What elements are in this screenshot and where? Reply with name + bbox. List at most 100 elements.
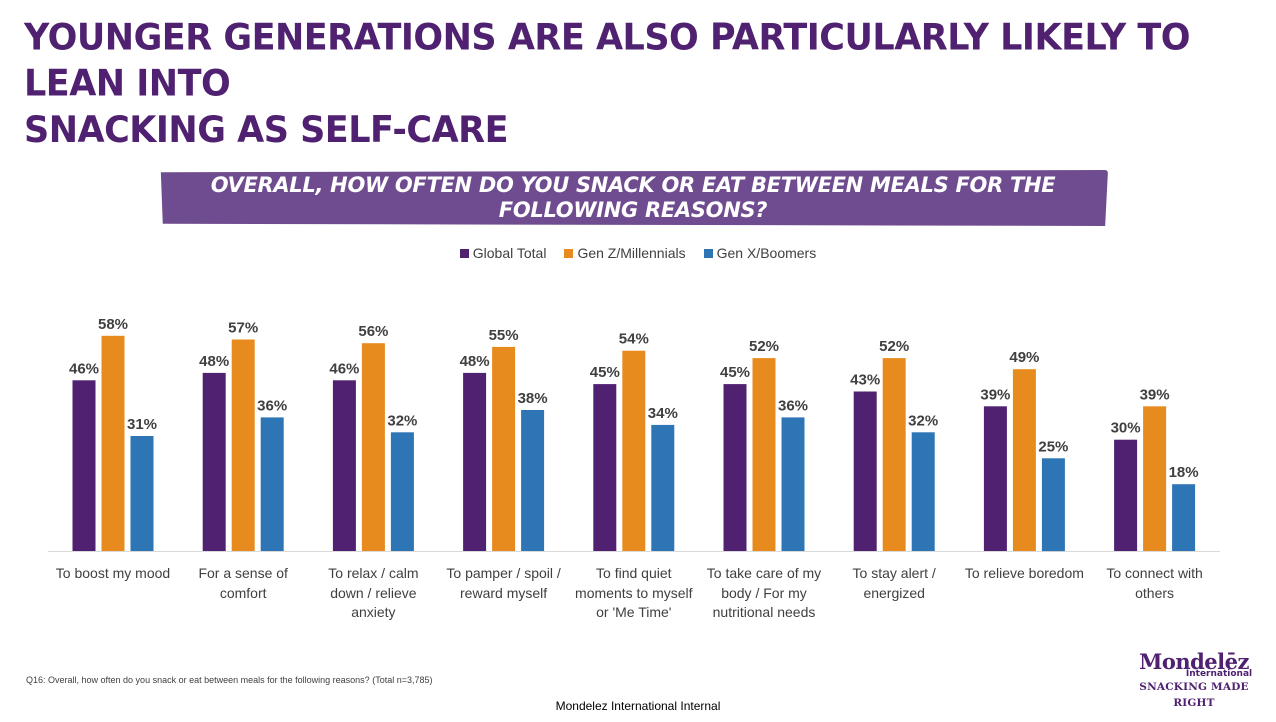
bar-gen-x-boomers-6 xyxy=(781,417,805,551)
title-line-1: YOUNGER GENERATIONS ARE ALSO PARTICULARL… xyxy=(24,16,1191,105)
category-label-line: To take care of my xyxy=(706,565,822,581)
bar-gen-x-boomers-7 xyxy=(911,432,935,551)
title-line-2: SNACKING AS SELF-CARE xyxy=(24,109,509,152)
bar-gen-z-millennials-6 xyxy=(752,358,776,551)
category-label-4: To pamper / spoil / reward myself xyxy=(439,564,569,603)
bar-global-total-1 xyxy=(72,380,96,551)
bar-gen-x-boomers-1 xyxy=(130,436,154,551)
data-label-gen-x-boomers-6: 36% xyxy=(778,397,808,414)
bar-gen-z-millennials-9 xyxy=(1143,406,1167,551)
logo-sub: International xyxy=(1185,669,1253,679)
legend-swatch-genz-millennials xyxy=(564,248,574,258)
data-label-gen-z-millennials-7: 52% xyxy=(879,338,909,355)
data-label-global-total-2: 48% xyxy=(199,353,229,370)
category-label-line: or 'Me Time' xyxy=(596,604,672,620)
data-label-gen-x-boomers-4: 38% xyxy=(518,390,548,407)
legend-item-global-total: Global Total xyxy=(459,245,547,261)
category-label-line: To boost my mood xyxy=(55,565,171,581)
bar-chart: 46% 58% 31% 48% 57% 36% 46% 56% 32% 48% 55% 38% 45% 5… xyxy=(48,316,1220,552)
data-label-gen-z-millennials-9: 39% xyxy=(1140,386,1170,403)
data-label-global-total-5: 45% xyxy=(590,364,620,381)
bar-global-total-4 xyxy=(463,372,487,551)
category-label-line: For a sense of xyxy=(198,565,288,581)
legend-item-genz-millennials: Gen Z/Millennials xyxy=(564,245,686,261)
category-label-line: energized xyxy=(863,584,925,601)
bar-global-total-8 xyxy=(983,406,1007,551)
chart-title: OVERALL, HOW OFTEN DO YOU SNACK OR EAT B… xyxy=(210,173,1056,222)
data-label-gen-z-millennials-5: 54% xyxy=(619,331,649,348)
data-label-gen-x-boomers-9: 18% xyxy=(1169,464,1199,481)
data-label-gen-x-boomers-7: 32% xyxy=(908,412,938,429)
category-label-1: To boost my mood xyxy=(48,564,178,584)
data-label-gen-x-boomers-3: 32% xyxy=(387,412,417,429)
bar-global-total-2 xyxy=(202,372,226,551)
classification-label: Mondelez International Internal xyxy=(555,699,721,713)
category-label-line: To pamper / spoil / xyxy=(446,565,561,581)
logo-name: Mondelēz xyxy=(1139,649,1249,674)
category-label-5: To find quiet moments to myself or 'Me Tim… xyxy=(569,564,699,623)
bar-global-total-9 xyxy=(1114,439,1138,551)
data-label-gen-z-millennials-1: 58% xyxy=(98,316,128,333)
data-label-global-total-6: 45% xyxy=(720,364,750,381)
category-label-7: To stay alert / energized xyxy=(829,564,959,603)
category-label-line: down / relieve xyxy=(330,584,417,601)
data-label-gen-z-millennials-3: 56% xyxy=(358,323,388,340)
category-label-line: To stay alert / xyxy=(852,565,936,581)
bar-gen-z-millennials-1 xyxy=(101,335,125,551)
category-label-line: To find quiet xyxy=(596,565,672,581)
bar-global-total-6 xyxy=(723,384,747,551)
category-label-line: To relax / calm xyxy=(328,565,419,581)
category-label-line: To connect with xyxy=(1106,565,1203,581)
bar-gen-z-millennials-7 xyxy=(882,358,906,551)
legend-label-genz-millennials: Gen Z/Millennials xyxy=(577,245,686,261)
category-label-9: To connect with others xyxy=(1090,564,1220,603)
legend-label-global-total: Global Total xyxy=(472,245,547,261)
category-label-6: To take care of my body / For my nutrition… xyxy=(699,564,829,623)
bar-gen-z-millennials-3 xyxy=(361,343,385,551)
chart-legend: Global Total Gen Z/Millennials Gen X/Boo… xyxy=(0,245,1276,261)
legend-swatch-global-total xyxy=(459,248,469,258)
page-title: YOUNGER GENERATIONS ARE ALSO PARTICULARL… xyxy=(24,15,1204,154)
category-label-line: anxiety xyxy=(351,604,396,620)
footnote: Q16: Overall, how often do you snack or … xyxy=(26,675,433,685)
data-label-global-total-9: 30% xyxy=(1111,420,1141,437)
data-label-gen-z-millennials-2: 57% xyxy=(228,320,258,337)
category-label-line: body / For my xyxy=(721,584,807,601)
bar-gen-x-boomers-9 xyxy=(1172,484,1196,551)
category-label-line: nutritional needs xyxy=(712,604,816,620)
category-label-line: others xyxy=(1135,584,1175,601)
category-label-2: For a sense of comfort xyxy=(178,564,308,603)
data-label-global-total-8: 39% xyxy=(980,386,1010,403)
data-label-gen-z-millennials-4: 55% xyxy=(489,327,519,344)
mondelez-logo: Mondelēz International SNACKING MADE RIG… xyxy=(1130,650,1258,711)
bar-gen-z-millennials-8 xyxy=(1012,369,1036,551)
logo-tagline: SNACKING MADE RIGHT xyxy=(1139,681,1249,709)
data-label-gen-z-millennials-8: 49% xyxy=(1009,349,1039,366)
bar-gen-x-boomers-2 xyxy=(260,417,284,551)
bar-gen-z-millennials-4 xyxy=(492,346,516,551)
category-label-8: To relieve boredom xyxy=(959,564,1089,584)
data-label-global-total-3: 46% xyxy=(329,360,359,377)
category-label-line: comfort xyxy=(219,584,267,601)
data-label-global-total-4: 48% xyxy=(460,353,490,370)
legend-label-genx-boomers: Gen X/Boomers xyxy=(716,245,817,261)
category-label-line: moments to myself xyxy=(575,584,693,601)
data-label-gen-x-boomers-5: 34% xyxy=(648,405,678,422)
data-label-global-total-1: 46% xyxy=(69,360,99,377)
category-label-3: To relax / calm down / relieve anxiety xyxy=(308,564,438,623)
category-label-line: reward myself xyxy=(460,584,548,601)
bar-global-total-3 xyxy=(332,380,356,551)
data-label-gen-x-boomers-2: 36% xyxy=(257,397,287,414)
data-label-global-total-7: 43% xyxy=(850,372,880,389)
bar-gen-x-boomers-3 xyxy=(390,432,414,551)
legend-swatch-genx-boomers xyxy=(703,248,713,258)
bar-global-total-7 xyxy=(853,391,877,551)
question-banner: OVERALL, HOW OFTEN DO YOU SNACK OR EAT B… xyxy=(160,170,1108,226)
bar-gen-z-millennials-2 xyxy=(231,339,255,551)
data-label-gen-z-millennials-6: 52% xyxy=(749,338,779,355)
bar-gen-x-boomers-5 xyxy=(651,424,675,551)
data-label-gen-x-boomers-8: 25% xyxy=(1038,438,1068,455)
data-label-gen-x-boomers-1: 31% xyxy=(127,416,157,433)
category-label-line: To relieve boredom xyxy=(964,565,1084,581)
bar-global-total-5 xyxy=(593,384,617,551)
